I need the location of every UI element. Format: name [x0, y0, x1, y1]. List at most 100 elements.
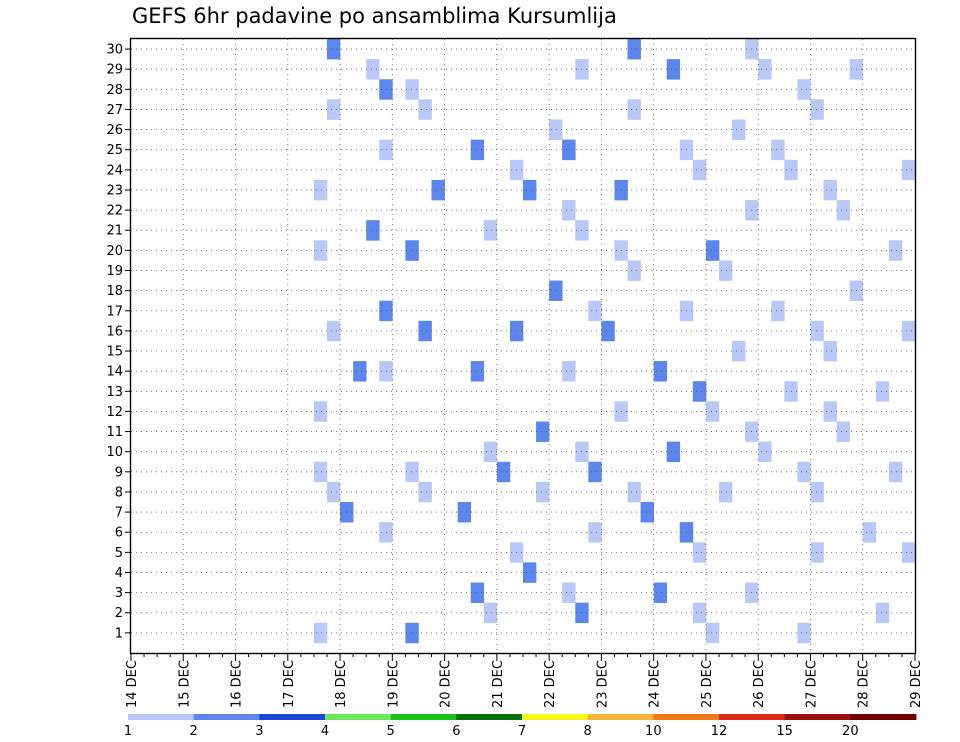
legend-label: 3	[255, 724, 263, 739]
y-tick-label: 23	[106, 183, 123, 198]
y-tick-label: 10	[106, 445, 123, 460]
legend-swatch	[522, 714, 589, 720]
heatmap-cell	[379, 79, 393, 100]
heatmap-cell	[719, 481, 733, 503]
legend-label: 15	[776, 724, 793, 739]
x-tick-label: 19 DEC	[386, 660, 401, 708]
y-tick-label: 29	[106, 63, 123, 78]
legend-swatch	[653, 714, 720, 720]
heatmap-cell	[327, 481, 341, 503]
x-tick-label: 17 DEC	[282, 660, 297, 708]
y-tick-label: 14	[106, 365, 123, 380]
heatmap-cell	[496, 461, 511, 483]
y-tick-label: 7	[115, 506, 123, 521]
y-tick-label: 19	[106, 264, 123, 279]
heatmap-cell	[536, 481, 550, 503]
heatmap-cell	[810, 481, 824, 503]
heatmap-cell	[588, 300, 602, 322]
heatmap-cell	[810, 99, 824, 120]
heatmap-cell	[601, 320, 615, 342]
heatmap-cell	[483, 220, 498, 241]
x-axis: 14 DEC 15 DEC 16 DEC 17 DEC 18 DEC 19 DEC 20 D…	[125, 653, 924, 708]
heatmap-cell	[640, 502, 654, 523]
y-tick-label: 22	[106, 204, 123, 219]
heatmap-cell	[405, 240, 419, 261]
heatmap-cell	[418, 481, 432, 503]
heatmap-cell	[418, 320, 432, 342]
heatmap-cell	[588, 522, 602, 543]
y-tick-label: 9	[115, 465, 123, 480]
heatmap-cell	[823, 401, 837, 422]
y-axis: 1234567891011121314151617181920212223242…	[106, 43, 131, 641]
heatmap-cell	[823, 340, 837, 362]
heatmap-cell	[692, 602, 707, 624]
heatmap-cell	[457, 502, 472, 523]
heatmap-cell	[523, 179, 537, 201]
heatmap-cell	[797, 622, 811, 644]
legend-label: 4	[321, 724, 329, 739]
x-tick-label: 16 DEC	[230, 660, 245, 708]
heatmap-cell	[327, 320, 341, 342]
legend-label: 12	[711, 724, 728, 739]
x-tick-label: 29 DEC	[909, 660, 924, 708]
y-tick-label: 3	[115, 586, 123, 601]
heatmap-cell	[810, 320, 824, 342]
x-tick-label: 21 DEC	[491, 660, 506, 708]
heatmap-cell	[653, 582, 668, 603]
heatmap-cell	[405, 79, 419, 100]
heatmap-cell	[353, 361, 367, 382]
heatmap-cell	[797, 461, 811, 483]
heatmap-cell	[562, 200, 576, 221]
heatmap-cell	[379, 300, 393, 322]
legend-swatch	[193, 714, 260, 720]
heatmap-cell	[470, 361, 485, 382]
x-tick-label: 24 DEC	[648, 660, 663, 708]
heatmap-cell	[836, 200, 850, 221]
legend-swatch	[587, 714, 654, 720]
heatmap-cell	[901, 542, 916, 563]
y-tick-label: 18	[106, 284, 123, 299]
x-tick-label: 28 DEC	[857, 660, 872, 708]
legend-label: 5	[387, 724, 395, 739]
y-tick-label: 24	[106, 163, 123, 178]
y-tick-label: 20	[106, 244, 123, 259]
heatmap-cell	[901, 159, 916, 181]
heatmap-cell	[327, 99, 341, 120]
x-tick-label: 27 DEC	[804, 660, 819, 708]
heatmap-cell	[483, 441, 498, 463]
y-tick-label: 6	[115, 526, 123, 541]
legend-label: 7	[518, 724, 526, 739]
heatmap-cell	[797, 79, 811, 100]
heatmap-cell	[562, 361, 576, 382]
heatmap-cell	[562, 139, 576, 161]
heatmap-cell	[732, 119, 746, 140]
x-tick-label: 23 DEC	[595, 660, 610, 708]
legend-swatch	[128, 714, 195, 720]
heatmap-cell	[627, 481, 641, 503]
heatmap-cell	[379, 139, 393, 161]
y-tick-label: 30	[106, 43, 123, 58]
heatmap-cell	[366, 59, 380, 80]
heatmap-cell	[732, 340, 746, 362]
heatmap-cell	[405, 622, 419, 644]
heatmap-cell	[692, 159, 707, 181]
heatmap-cell	[836, 421, 850, 442]
heatmap-cell	[653, 361, 668, 382]
legend-label: 6	[452, 724, 460, 739]
heatmap-cell	[758, 441, 772, 463]
color-legend: 1 2 3 4 5 6 7 8 10 12 15 20	[124, 714, 917, 739]
legend-swatch	[719, 714, 786, 720]
y-tick-label: 27	[106, 103, 123, 118]
heatmap-cell	[431, 179, 445, 201]
heatmap-cell	[313, 401, 328, 422]
heatmap-cell	[627, 99, 641, 120]
heatmap-cell	[705, 401, 720, 422]
heatmap-cell	[888, 461, 903, 483]
chart-grid	[131, 39, 915, 653]
heatmap-cell	[549, 119, 563, 140]
legend-swatch	[850, 714, 917, 720]
heatmap-cell	[771, 139, 785, 161]
heatmap-cell	[470, 582, 485, 603]
x-tick-label: 22 DEC	[543, 660, 558, 708]
